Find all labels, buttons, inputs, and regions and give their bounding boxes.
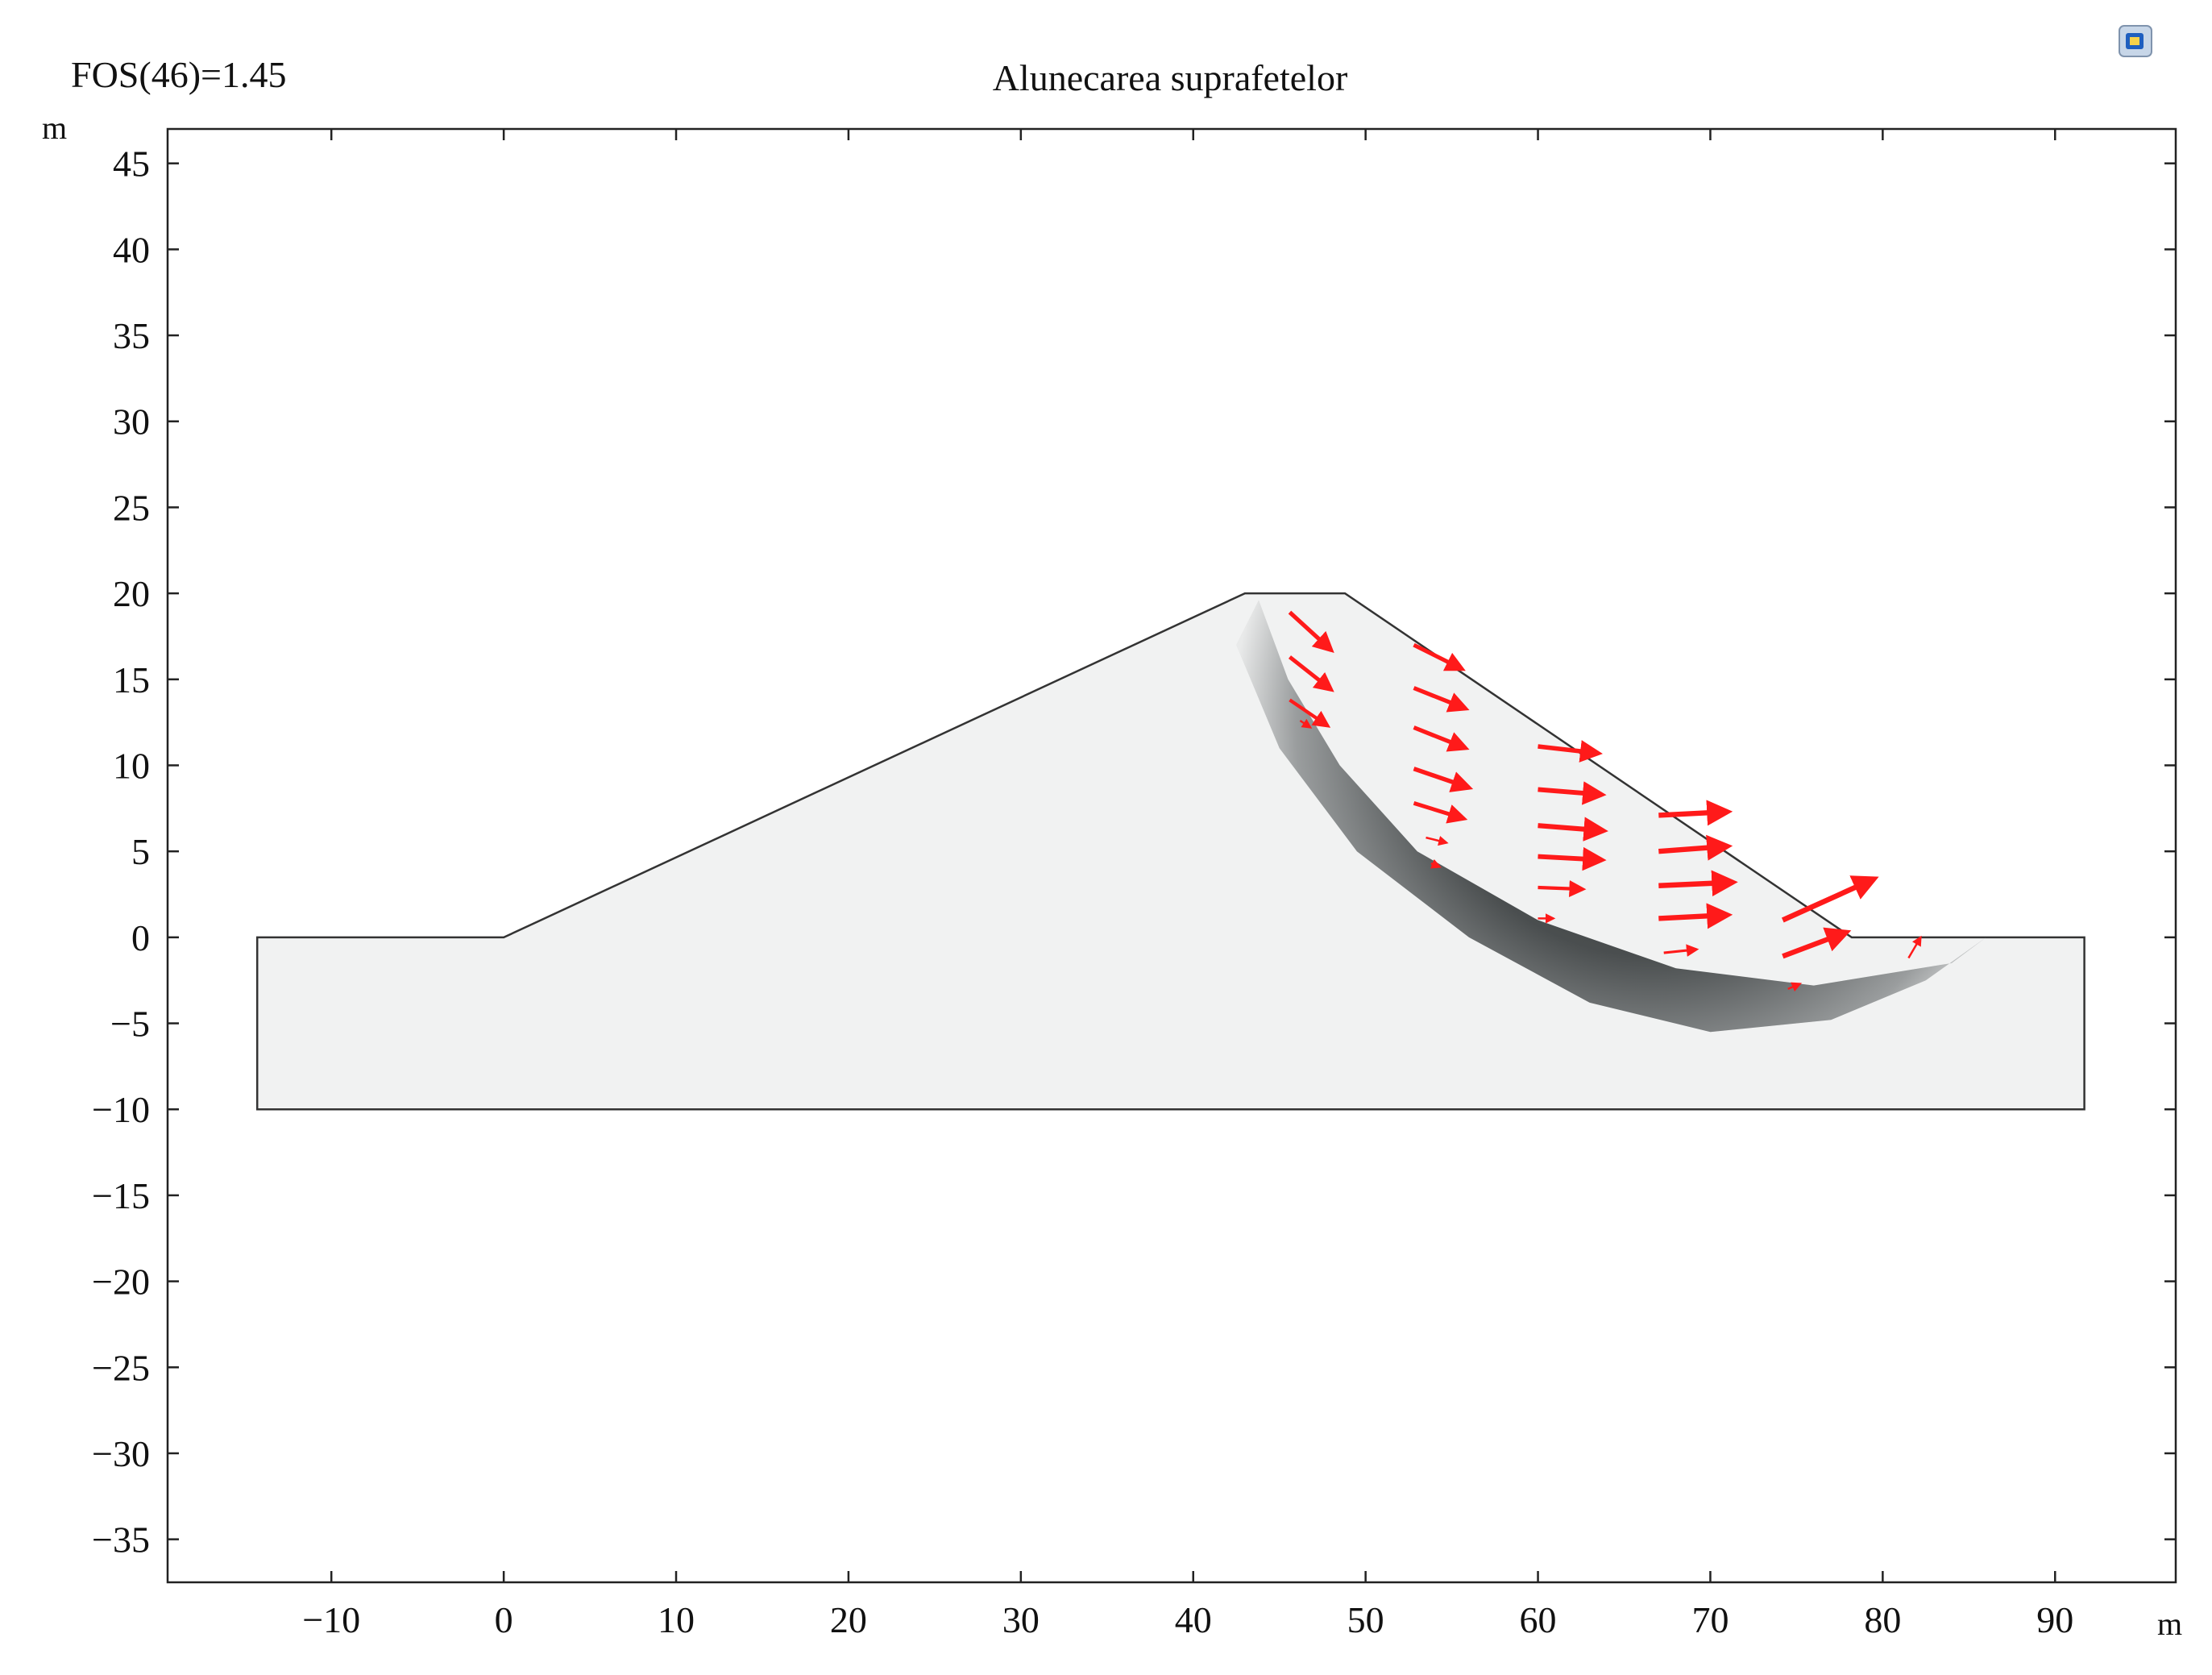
x-tick-label: 50 — [1347, 1599, 1384, 1640]
y-tick-label: −5 — [110, 1004, 150, 1045]
displacement-vector — [1288, 610, 1334, 654]
displacement-vector — [1782, 927, 1852, 959]
x-tick-label: 80 — [1864, 1599, 1901, 1640]
y-tick-label: −35 — [92, 1519, 150, 1561]
displacement-vector — [1413, 642, 1466, 671]
x-tick-label: −10 — [302, 1599, 360, 1640]
y-tick-label: 40 — [113, 229, 150, 270]
x-tick-label: 90 — [2036, 1599, 2073, 1640]
y-tick-label: −25 — [92, 1347, 150, 1388]
displacement-vector — [1787, 982, 1802, 992]
displacement-vector — [1658, 903, 1733, 929]
displacement-vector — [1538, 781, 1607, 805]
y-axis-label: m — [42, 110, 67, 146]
displacement-vector — [1413, 801, 1468, 824]
y-tick-label: 35 — [113, 315, 150, 356]
y-axis: 45 40 35 30 25 20 15 10 5 0 −5 −10 −15 −20 −25 −30 −35 — [92, 143, 2176, 1561]
displacement-vector — [1907, 935, 1922, 959]
slope-domain — [255, 592, 2085, 1111]
x-tick-label: 70 — [1691, 1599, 1729, 1640]
displacement-vector — [1538, 817, 1608, 842]
x-tick-label: 10 — [658, 1599, 695, 1640]
chart-annotation: FOS(46)=1.45 — [71, 54, 286, 95]
x-tick-label: 30 — [1002, 1599, 1040, 1640]
chart-title: Alunecarea suprafetelor — [993, 57, 1348, 98]
y-tick-label: −10 — [92, 1089, 150, 1130]
x-tick-label: 20 — [830, 1599, 867, 1640]
y-tick-label: −30 — [92, 1433, 150, 1474]
displacement-vector — [1658, 870, 1738, 897]
displacement-vector — [1430, 858, 1442, 869]
displacement-vector — [1413, 686, 1470, 713]
y-tick-label: 25 — [113, 487, 150, 528]
y-tick-label: −15 — [92, 1175, 150, 1216]
displacement-vector — [1538, 879, 1587, 897]
y-tick-label: 10 — [113, 745, 150, 786]
x-tick-label: 60 — [1520, 1599, 1557, 1640]
displacement-vector — [1781, 875, 1879, 923]
displacement-vector — [1658, 800, 1733, 826]
displacement-vector — [1538, 846, 1607, 871]
displacement-vector — [1538, 740, 1603, 763]
displacement-vector — [1289, 698, 1331, 728]
x-axis-label: m — [2157, 1606, 2182, 1642]
y-tick-label: 30 — [113, 401, 150, 443]
displacement-vector — [1426, 836, 1449, 846]
y-tick-label: 15 — [113, 659, 150, 700]
displacement-vector — [1288, 655, 1334, 692]
y-tick-label: 45 — [113, 143, 150, 185]
y-tick-label: 5 — [131, 831, 150, 872]
y-tick-label: 0 — [131, 917, 150, 958]
displacement-vector — [1663, 944, 1699, 957]
plot-frame — [166, 127, 2177, 1584]
y-tick-label: 20 — [113, 573, 150, 614]
displacement-vector — [1413, 767, 1474, 792]
displacement-vector — [1299, 718, 1313, 729]
displacement-vectors — [1288, 610, 1922, 992]
displacement-vector — [1658, 834, 1733, 861]
x-tick-label: 40 — [1175, 1599, 1212, 1640]
y-tick-label: −20 — [92, 1261, 150, 1303]
x-tick-label: 0 — [495, 1599, 513, 1640]
x-axis: −10 0 10 20 30 40 50 60 70 80 90 — [302, 129, 2073, 1640]
slope-geometry — [255, 592, 2085, 1111]
displacement-vector — [1413, 725, 1470, 752]
export-image-icon[interactable] — [2119, 25, 2152, 57]
